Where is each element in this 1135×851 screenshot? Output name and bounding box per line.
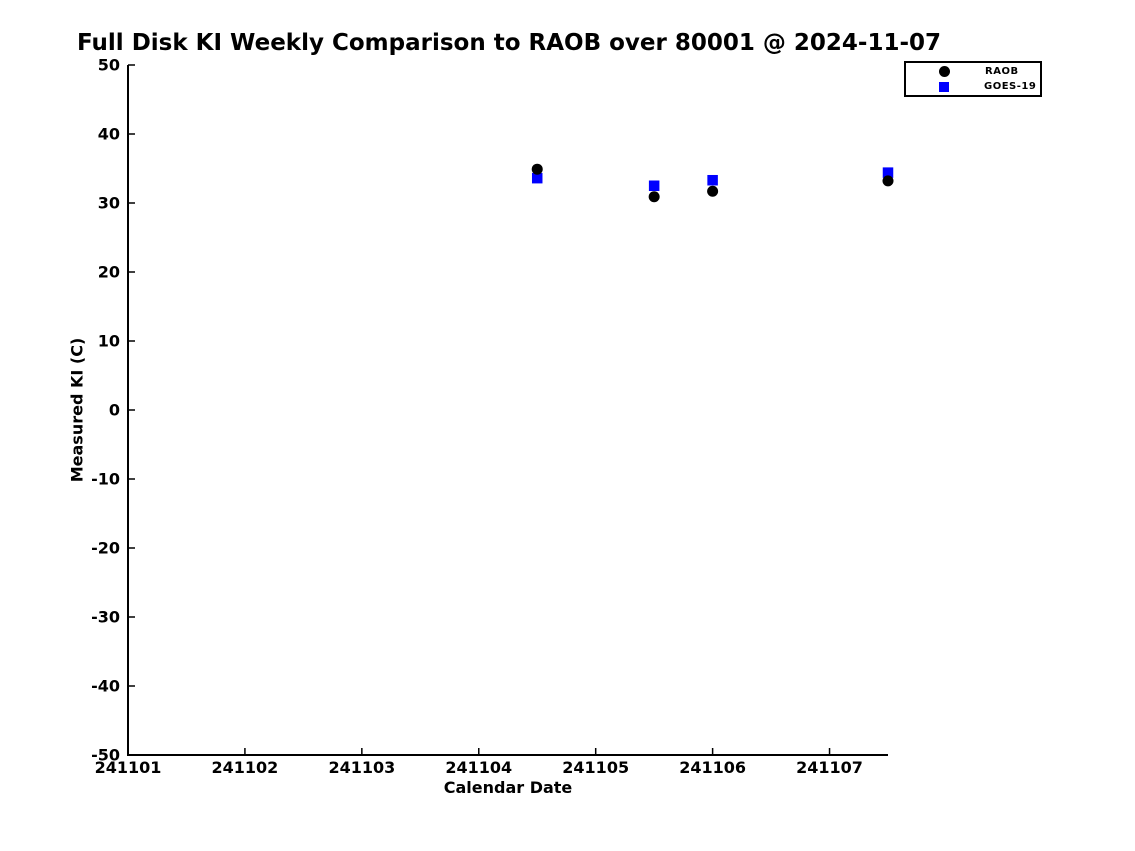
y-tick-label: 20 xyxy=(98,263,120,282)
x-tick-label: 241101 xyxy=(95,758,162,777)
y-tick-label: 0 xyxy=(109,401,120,420)
data-point-raob xyxy=(531,163,543,175)
data-point-raob xyxy=(648,191,660,203)
y-tick-label: -40 xyxy=(91,677,120,696)
data-point-goes-19 xyxy=(531,172,543,184)
chart-legend: RAOB GOES-19 xyxy=(904,61,1042,97)
y-tick-label: -10 xyxy=(91,470,120,489)
x-tick-label: 241106 xyxy=(679,758,746,777)
y-tick-label: 30 xyxy=(98,194,120,213)
chart-title: Full Disk KI Weekly Comparison to RAOB o… xyxy=(76,30,942,56)
y-tick-label: 40 xyxy=(98,125,120,144)
x-tick-label: 241105 xyxy=(562,758,629,777)
y-tick-label: -50 xyxy=(91,746,120,765)
legend-row-raob: RAOB xyxy=(906,66,1040,78)
data-point-goes-19 xyxy=(648,180,660,191)
circle-icon xyxy=(939,66,950,77)
legend-label-raob: RAOB xyxy=(985,66,1019,77)
y-tick-label: -20 xyxy=(91,539,120,558)
y-tick-label: 10 xyxy=(98,332,120,351)
x-tick-label: 241104 xyxy=(445,758,512,777)
y-tick-label: 50 xyxy=(98,56,120,75)
x-tick-label: 241102 xyxy=(212,758,279,777)
legend-label-goes19: GOES-19 xyxy=(984,81,1037,92)
y-axis-label: Measured KI (C) xyxy=(67,337,87,483)
data-point-goes-19 xyxy=(707,174,718,186)
data-point-raob xyxy=(707,185,719,197)
data-point-raob xyxy=(882,175,894,187)
x-axis-label: Calendar Date xyxy=(443,778,573,797)
x-tick-label: 241103 xyxy=(328,758,395,777)
x-tick-label: 241107 xyxy=(796,758,863,777)
axis-spines xyxy=(127,65,888,756)
data-point-goes-19 xyxy=(882,167,894,178)
y-tick-label: -30 xyxy=(91,608,120,627)
legend-row-goes19: GOES-19 xyxy=(906,81,1040,93)
square-icon xyxy=(939,81,949,92)
